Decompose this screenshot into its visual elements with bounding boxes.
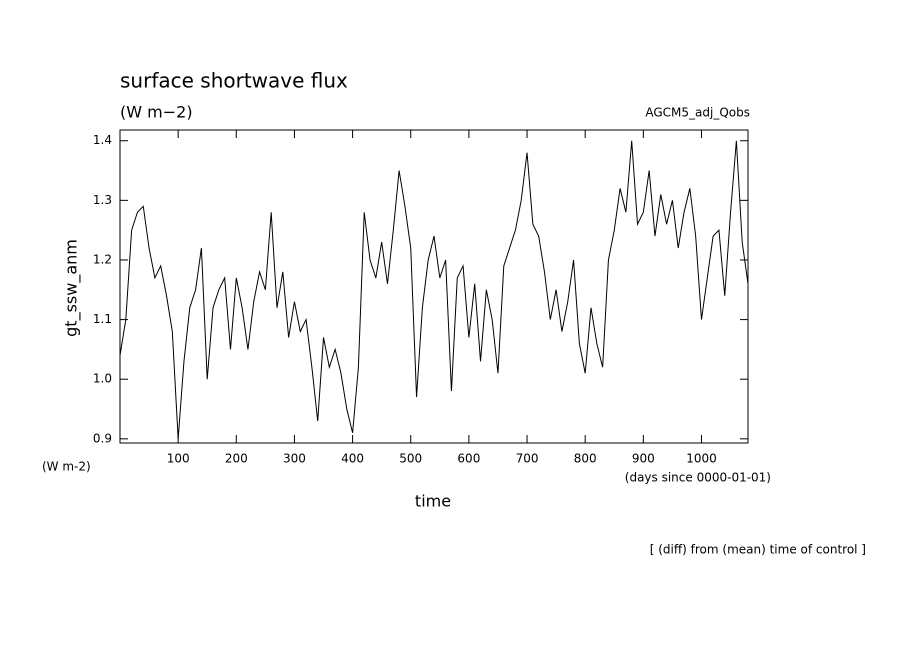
- x-tick-label: 800: [574, 452, 597, 466]
- annotation: AGCM5_adj_Qobs: [645, 106, 750, 120]
- x-tick-label: 400: [341, 452, 364, 466]
- y-tick-label: 1.1: [93, 312, 112, 326]
- y-axis-label: gt_ssw_anm: [62, 239, 82, 337]
- data-line: [119, 140, 749, 439]
- y-tick-label: 1.3: [93, 193, 112, 207]
- x-tick-label: 600: [457, 452, 480, 466]
- x-tick-label: 500: [399, 452, 422, 466]
- footnote: [ (diff) from (mean) time of control ]: [650, 543, 866, 557]
- chart-subtitle: (W m−2): [120, 103, 193, 122]
- x-tick-label: 200: [225, 452, 248, 466]
- y-tick-label: 1.2: [93, 252, 112, 266]
- x-axis-label: time: [415, 492, 451, 511]
- x-tick-label: 900: [632, 452, 655, 466]
- plot-frame: [119, 129, 749, 444]
- x-tick-label: 700: [516, 452, 539, 466]
- y-tick-label: 1.0: [93, 372, 112, 386]
- x-tick-label: 1000: [686, 452, 717, 466]
- chart-title: surface shortwave flux: [120, 69, 348, 93]
- y-tick-label: 1.4: [93, 133, 112, 147]
- x-tick-label: 300: [283, 452, 306, 466]
- y-unit: (W m-2): [42, 460, 91, 474]
- x-tick-label: 100: [167, 452, 190, 466]
- x-unit: (days since 0000-01-01): [625, 471, 771, 485]
- y-tick-label: 0.9: [93, 431, 112, 445]
